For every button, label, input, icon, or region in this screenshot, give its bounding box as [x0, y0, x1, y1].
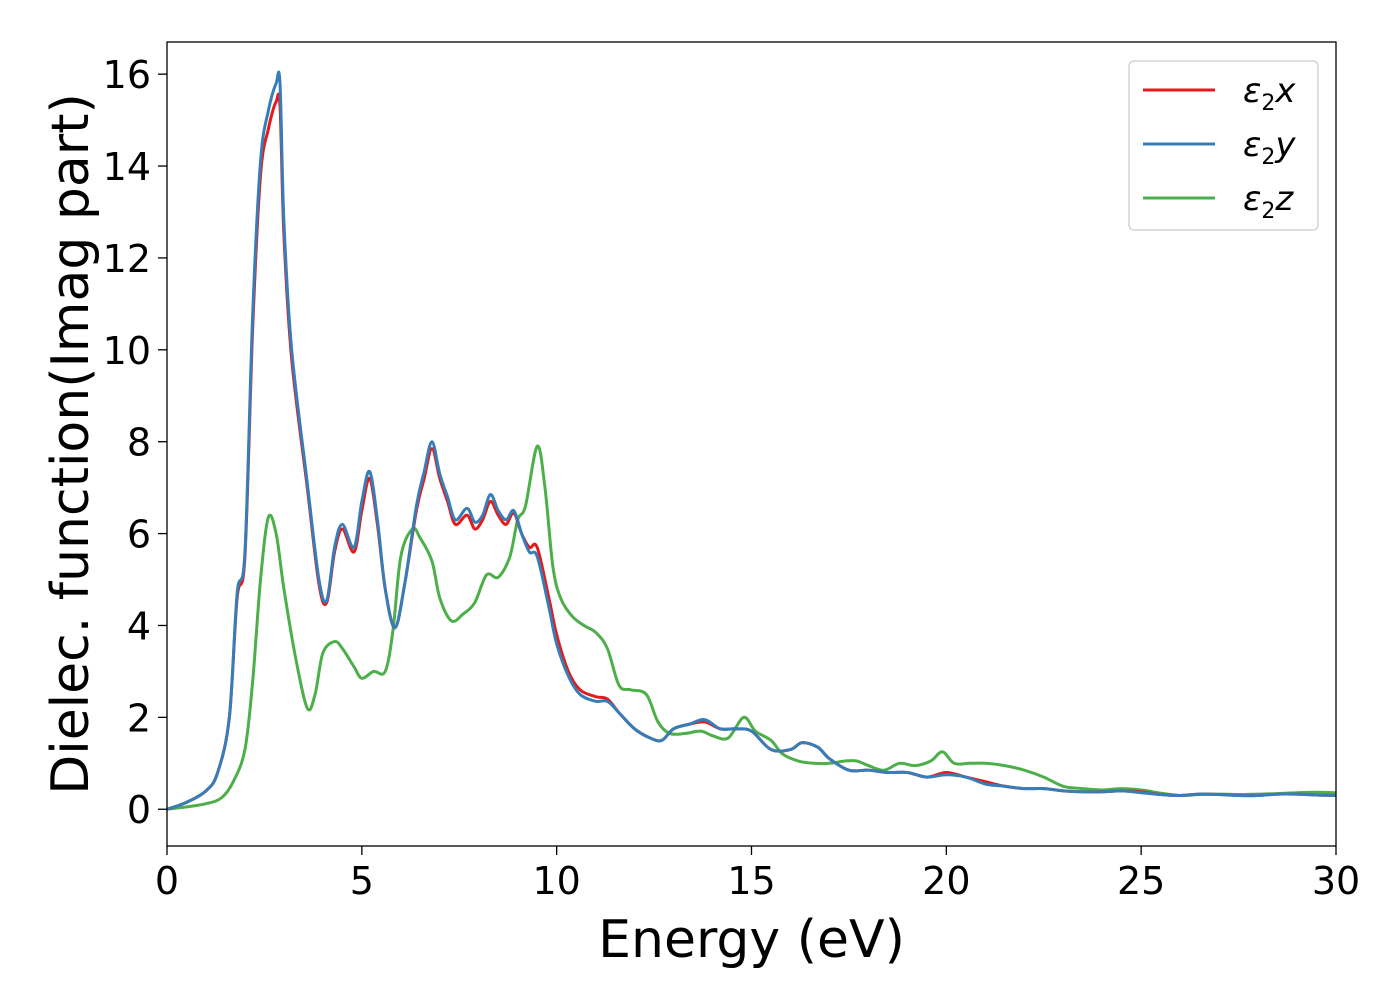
legend-label-z: ε2z	[1243, 179, 1294, 224]
legend: ε2x ε2y ε2z	[1128, 60, 1319, 231]
series-line-z	[167, 444, 1336, 811]
x-tick-label: 20	[922, 859, 970, 903]
y-tick-label: 2	[127, 696, 151, 740]
y-tick-label: 10	[103, 329, 151, 373]
y-tick-label: 6	[127, 513, 151, 557]
x-tick-label: 25	[1117, 859, 1165, 903]
y-tick-label: 14	[103, 145, 151, 189]
y-tick-label: 0	[127, 788, 151, 832]
series-layer	[167, 70, 1336, 811]
x-tick-label: 5	[350, 859, 374, 903]
y-tick-label: 4	[127, 604, 151, 648]
x-tick-label: 15	[727, 859, 775, 903]
x-axis: 0 5 10 15 20 25 30	[155, 846, 1360, 903]
x-tick-label: 10	[532, 859, 580, 903]
legend-label-x: ε2x	[1243, 71, 1296, 116]
x-tick-label: 30	[1312, 859, 1360, 903]
y-tick-label: 16	[103, 53, 151, 97]
legend-box	[1128, 60, 1319, 231]
x-axis-label: Energy (eV)	[598, 910, 905, 970]
x-tick-label: 0	[155, 859, 179, 903]
y-tick-label: 8	[127, 421, 151, 465]
y-tick-label: 12	[103, 237, 151, 281]
series-line-y	[167, 70, 1336, 811]
legend-label-y: ε2y	[1243, 125, 1296, 170]
y-axis-label: Dielec. function(Imag part)	[41, 93, 101, 795]
y-axis: 0 2 4 6 8 10 12 14 16	[103, 53, 167, 832]
